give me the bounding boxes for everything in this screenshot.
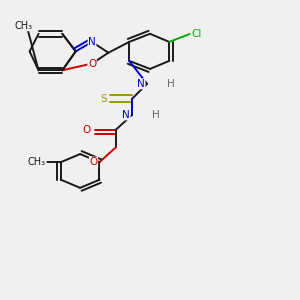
Text: O: O: [89, 157, 98, 167]
Text: H: H: [152, 110, 160, 120]
Text: N: N: [88, 37, 96, 47]
Text: Cl: Cl: [191, 29, 201, 39]
Text: O: O: [88, 58, 96, 68]
Text: O: O: [82, 125, 90, 135]
Text: CH₃: CH₃: [28, 157, 46, 167]
Text: N: N: [137, 79, 145, 89]
Text: N: N: [122, 110, 130, 120]
Text: H: H: [167, 79, 175, 89]
Text: CH₃: CH₃: [15, 21, 33, 31]
Text: S: S: [100, 94, 107, 104]
